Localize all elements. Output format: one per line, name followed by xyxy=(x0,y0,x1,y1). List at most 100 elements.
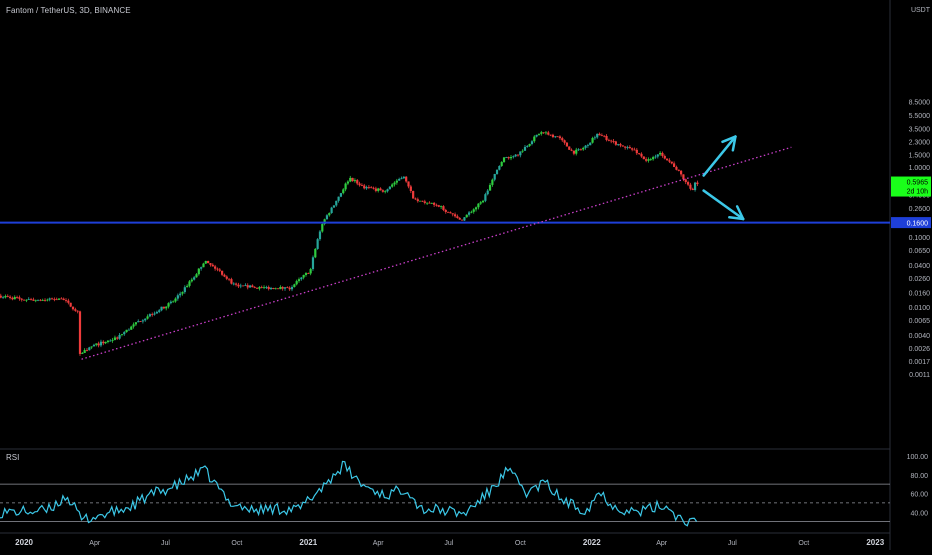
candle-body xyxy=(453,214,457,217)
candle-body xyxy=(516,154,520,156)
candle-body xyxy=(218,269,221,271)
x-tick-label: 2023 xyxy=(866,538,884,547)
candle-body xyxy=(521,150,524,152)
candle-body xyxy=(311,257,315,270)
y-tick-label: 0.0065 xyxy=(909,318,931,325)
y-tick-label: 2.3000 xyxy=(909,139,931,146)
candle-body xyxy=(120,334,124,336)
candle-body xyxy=(95,343,98,345)
candle-body xyxy=(617,144,620,145)
candle-body xyxy=(6,296,9,297)
candle-body xyxy=(547,132,550,135)
candle-body xyxy=(302,274,305,278)
candle-body xyxy=(600,135,603,137)
candle-body xyxy=(304,273,308,275)
x-tick-label: Oct xyxy=(798,540,809,547)
candle-body xyxy=(123,332,126,335)
candle-body xyxy=(34,300,37,302)
candle-body xyxy=(307,273,310,274)
down-arrow xyxy=(702,189,745,221)
candle-body xyxy=(25,299,28,301)
candle-body xyxy=(479,202,482,204)
candle-body xyxy=(379,188,382,191)
candle-body xyxy=(544,132,548,134)
candle-body xyxy=(682,174,685,180)
candle-body xyxy=(332,205,336,208)
x-tick-label: Apr xyxy=(373,540,385,547)
candle-body xyxy=(4,296,7,298)
candle-body xyxy=(81,352,84,354)
candle-body xyxy=(472,209,475,212)
candle-body xyxy=(274,288,277,290)
candle-body xyxy=(542,132,545,134)
y-tick-label: 1.0000 xyxy=(909,165,931,172)
y-tick-label: 0.2600 xyxy=(909,206,931,213)
candle-body xyxy=(113,337,117,340)
candle-body xyxy=(507,157,510,159)
candle-body xyxy=(153,313,156,315)
candle-body xyxy=(612,141,615,142)
candle-body xyxy=(2,297,5,299)
candle-body xyxy=(530,141,534,144)
candle-body xyxy=(167,303,170,307)
candle-body xyxy=(186,285,189,288)
candle-body xyxy=(353,180,357,182)
candle-body xyxy=(55,299,58,301)
candle-body xyxy=(631,148,634,150)
candle-body xyxy=(635,149,638,154)
candle-body xyxy=(549,134,552,136)
candle-body xyxy=(691,188,694,191)
candle-body xyxy=(318,231,322,240)
rsi-title: RSI xyxy=(6,453,20,462)
candle-body xyxy=(356,180,359,184)
candle-body xyxy=(50,298,54,300)
candle-body xyxy=(679,170,683,175)
trendline xyxy=(81,146,792,360)
candle-body xyxy=(169,301,172,304)
candle-body xyxy=(32,299,35,301)
candle-body xyxy=(22,299,26,301)
candle-body xyxy=(649,159,652,160)
candle-body xyxy=(433,202,436,205)
candle-body xyxy=(537,133,541,135)
candle-body xyxy=(405,176,408,182)
candle-body xyxy=(523,146,527,151)
candle-body xyxy=(568,146,571,150)
candle-body xyxy=(244,285,247,287)
candle-body xyxy=(283,287,287,289)
candle-body xyxy=(638,153,641,154)
candle-body xyxy=(505,157,508,158)
candle-body xyxy=(41,299,44,301)
candle-body xyxy=(589,142,592,146)
candle-body xyxy=(200,267,203,269)
candle-body xyxy=(666,158,669,161)
candle-body xyxy=(614,141,617,145)
candle-body xyxy=(211,264,214,267)
candle-body xyxy=(48,298,51,300)
candle-body xyxy=(374,188,377,191)
candle-body xyxy=(402,176,405,179)
y-tick-label: 0.0650 xyxy=(909,248,931,255)
candle-body xyxy=(214,266,217,269)
candle-body xyxy=(132,324,135,327)
candle-body xyxy=(467,212,471,215)
candle-body xyxy=(272,287,275,290)
candle-body xyxy=(346,181,350,184)
candle-body xyxy=(554,136,557,138)
candle-body xyxy=(430,202,433,204)
y-tick-label: 0.0040 xyxy=(909,333,931,340)
candle-body xyxy=(372,187,375,189)
candle-body xyxy=(500,161,503,166)
candle-body xyxy=(391,184,394,187)
candle-body xyxy=(116,337,119,339)
candle-body xyxy=(109,340,112,342)
support-price-tag xyxy=(891,217,931,229)
y-tick-label: 0.0011 xyxy=(909,372,930,379)
candle-body xyxy=(628,147,631,149)
candle-body xyxy=(486,190,489,195)
y-tick-label: 0.0100 xyxy=(909,305,931,312)
candle-body xyxy=(351,177,354,182)
candle-body xyxy=(661,152,664,156)
